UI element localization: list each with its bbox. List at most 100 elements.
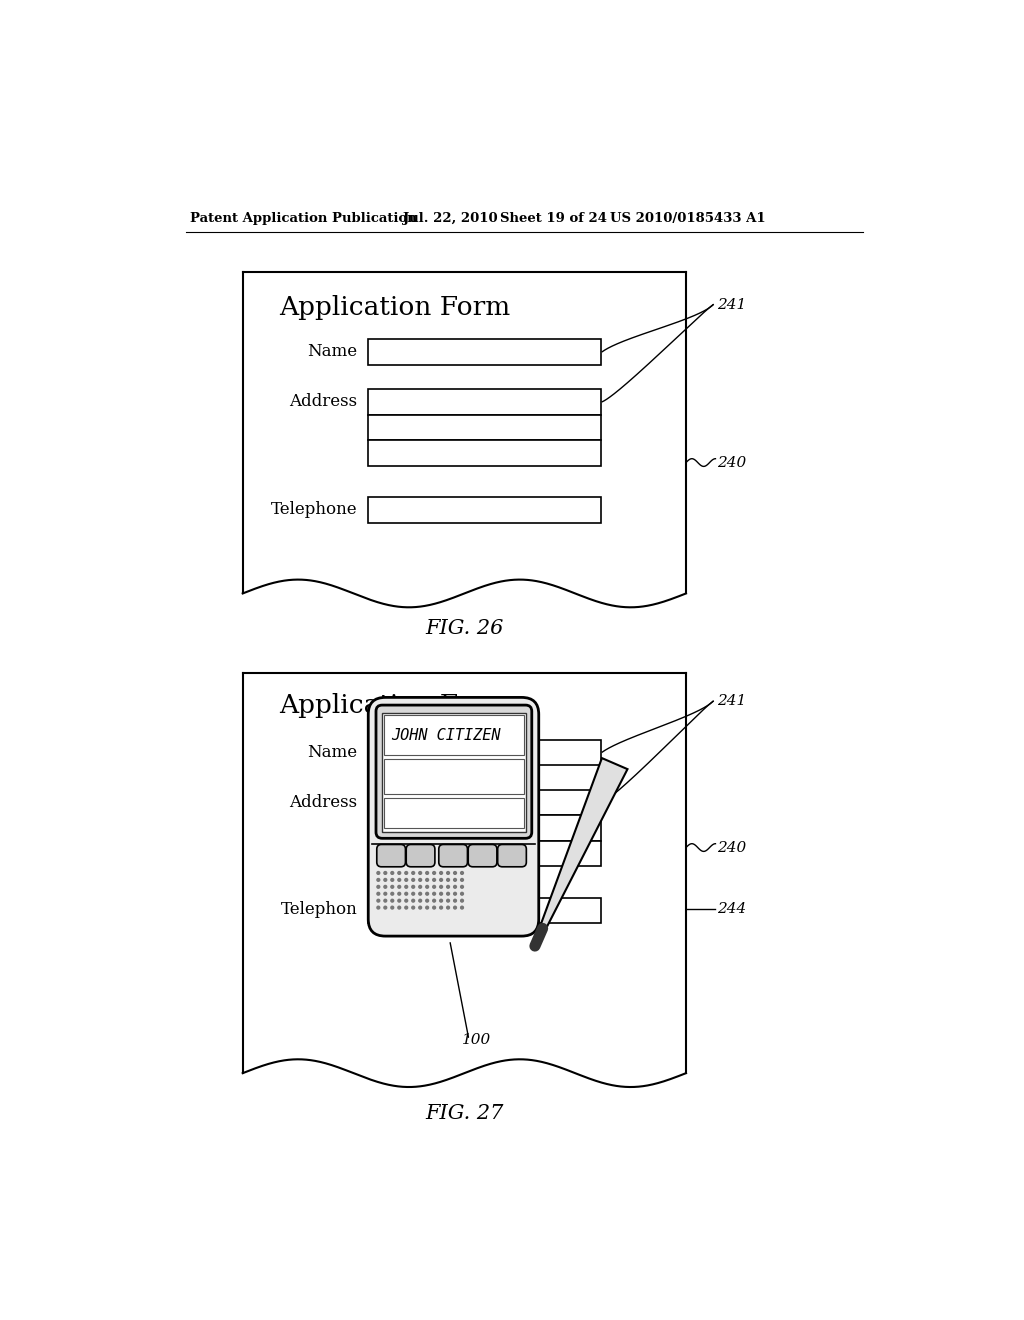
Circle shape: [391, 871, 393, 874]
Circle shape: [454, 907, 457, 909]
Circle shape: [384, 892, 387, 895]
Bar: [369, 841, 601, 866]
Circle shape: [454, 871, 457, 874]
Text: 244: 244: [717, 902, 746, 916]
Text: Patent Application Publication: Patent Application Publication: [190, 213, 417, 224]
Circle shape: [384, 899, 387, 902]
Circle shape: [454, 879, 457, 882]
Text: Telephon: Telephon: [281, 902, 357, 919]
Text: 100: 100: [462, 1034, 492, 1047]
Circle shape: [439, 899, 442, 902]
Text: Telephone: Telephone: [270, 502, 357, 517]
Circle shape: [404, 907, 408, 909]
Text: Sheet 19 of 24: Sheet 19 of 24: [500, 213, 607, 224]
Circle shape: [412, 886, 415, 888]
Circle shape: [384, 886, 387, 888]
Bar: [384, 715, 524, 755]
Circle shape: [391, 899, 393, 902]
FancyBboxPatch shape: [369, 697, 539, 936]
Circle shape: [377, 907, 380, 909]
Text: Application Form: Application Form: [280, 693, 510, 718]
Text: FIG. 27: FIG. 27: [425, 1104, 504, 1123]
Circle shape: [446, 879, 450, 882]
Circle shape: [398, 879, 400, 882]
Circle shape: [426, 892, 429, 895]
Circle shape: [439, 886, 442, 888]
Bar: [369, 498, 601, 523]
Bar: [384, 797, 524, 829]
Circle shape: [404, 871, 408, 874]
Circle shape: [384, 879, 387, 882]
Bar: [369, 816, 601, 841]
Circle shape: [433, 899, 435, 902]
Circle shape: [461, 871, 464, 874]
Circle shape: [426, 886, 429, 888]
Circle shape: [433, 879, 435, 882]
Bar: [369, 339, 601, 364]
Circle shape: [439, 907, 442, 909]
Circle shape: [398, 871, 400, 874]
Circle shape: [404, 892, 408, 895]
Circle shape: [461, 899, 464, 902]
Circle shape: [446, 899, 450, 902]
Circle shape: [391, 879, 393, 882]
Circle shape: [461, 879, 464, 882]
Circle shape: [454, 899, 457, 902]
Circle shape: [398, 892, 400, 895]
Text: Jul. 22, 2010: Jul. 22, 2010: [403, 213, 498, 224]
Text: JOHN CITIZEN: JOHN CITIZEN: [391, 727, 501, 743]
Circle shape: [412, 879, 415, 882]
Circle shape: [426, 879, 429, 882]
Circle shape: [377, 871, 380, 874]
FancyBboxPatch shape: [377, 845, 406, 867]
Text: 240: 240: [717, 841, 746, 854]
Circle shape: [433, 871, 435, 874]
Circle shape: [377, 879, 380, 882]
Circle shape: [446, 871, 450, 874]
Circle shape: [433, 907, 435, 909]
Circle shape: [426, 899, 429, 902]
Circle shape: [439, 879, 442, 882]
Circle shape: [426, 871, 429, 874]
Circle shape: [419, 899, 422, 902]
Bar: [369, 739, 601, 766]
Text: Address: Address: [289, 393, 357, 411]
Circle shape: [398, 899, 400, 902]
Circle shape: [404, 879, 408, 882]
Circle shape: [377, 886, 380, 888]
Circle shape: [404, 886, 408, 888]
Circle shape: [384, 907, 387, 909]
Text: Address: Address: [289, 793, 357, 810]
Circle shape: [461, 886, 464, 888]
Polygon shape: [540, 758, 628, 929]
Circle shape: [454, 892, 457, 895]
Circle shape: [419, 871, 422, 874]
Bar: [369, 898, 601, 923]
Circle shape: [391, 907, 393, 909]
Circle shape: [384, 871, 387, 874]
Circle shape: [404, 899, 408, 902]
Circle shape: [419, 879, 422, 882]
Bar: [384, 759, 524, 793]
FancyBboxPatch shape: [407, 845, 435, 867]
Circle shape: [439, 892, 442, 895]
Text: 241: 241: [717, 298, 746, 312]
Bar: [369, 414, 601, 441]
Bar: [382, 713, 525, 832]
FancyBboxPatch shape: [468, 845, 497, 867]
Circle shape: [433, 892, 435, 895]
Circle shape: [426, 907, 429, 909]
Circle shape: [454, 886, 457, 888]
Circle shape: [419, 892, 422, 895]
Circle shape: [412, 871, 415, 874]
Circle shape: [412, 899, 415, 902]
Circle shape: [419, 886, 422, 888]
Bar: [369, 389, 601, 414]
Text: 241: 241: [717, 694, 746, 709]
Circle shape: [439, 871, 442, 874]
FancyBboxPatch shape: [498, 845, 526, 867]
FancyBboxPatch shape: [376, 705, 531, 838]
Text: Name: Name: [307, 343, 357, 360]
Circle shape: [412, 892, 415, 895]
Text: 240: 240: [717, 455, 746, 470]
